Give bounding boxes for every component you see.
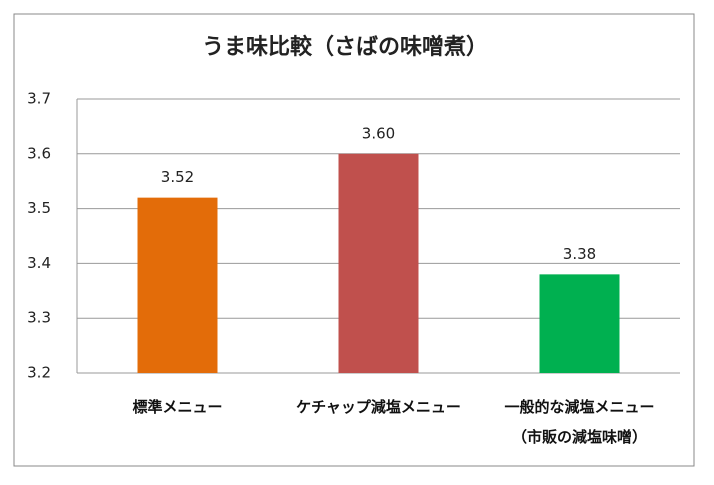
y-tick-label: 3.6 bbox=[27, 144, 51, 162]
value-label: 3.38 bbox=[563, 245, 596, 263]
bar bbox=[338, 153, 419, 373]
y-tick-label: 3.5 bbox=[27, 199, 51, 217]
chart-title: うま味比較（さばの味噌煮） bbox=[202, 34, 488, 60]
x-tick-label: ケチャップ減塩メニュー bbox=[296, 398, 461, 416]
x-tick-label: 一般的な減塩メニュー （市販の減塩味噌） bbox=[504, 398, 655, 446]
value-label: 3.60 bbox=[362, 124, 395, 142]
x-tick-label: 標準メニュー bbox=[132, 398, 223, 416]
y-tick-label: 3.3 bbox=[27, 309, 51, 327]
bar bbox=[137, 197, 218, 373]
y-tick-label: 3.2 bbox=[27, 364, 51, 382]
y-tick-label: 3.4 bbox=[27, 254, 51, 272]
value-label: 3.52 bbox=[161, 168, 194, 186]
bar bbox=[539, 274, 620, 373]
y-tick-label: 3.7 bbox=[27, 90, 51, 108]
